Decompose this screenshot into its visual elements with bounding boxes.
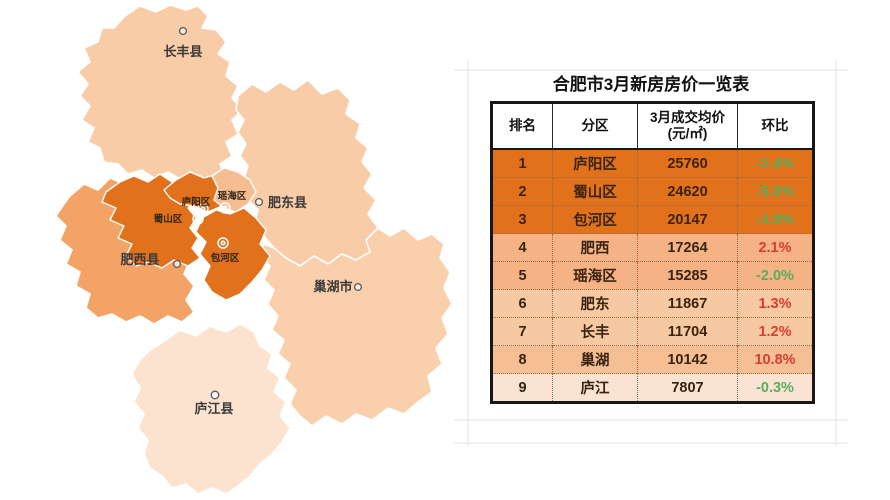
cell-mom: 1.2%	[737, 317, 814, 346]
map-label-feidong: 肥东县	[268, 195, 307, 210]
cell-rank: 9	[491, 373, 553, 403]
cell-district: 长丰	[552, 317, 638, 346]
map-label-baohe: 包河区	[210, 252, 240, 264]
header-price: 3月成交均价 (元/㎡)	[637, 102, 738, 150]
cell-mom: -2.4%	[737, 148, 814, 178]
table-row: 7 长丰 11704 1.2%	[491, 317, 814, 346]
cell-rank: 8	[491, 345, 553, 374]
table-row: 2 蜀山区 24620 -5.0%	[491, 177, 814, 206]
cell-district: 庐江	[552, 373, 638, 403]
header-price-line1: 3月成交均价	[649, 109, 725, 125]
bullseye-marker-luyang	[197, 203, 209, 215]
map-label-changfeng: 长丰县	[163, 44, 202, 59]
cell-district: 庐阳区	[552, 148, 638, 178]
seat-marker-feidong	[254, 197, 264, 207]
cell-mom: 10.8%	[737, 345, 814, 374]
cell-rank: 4	[491, 233, 553, 262]
cell-rank: 1	[491, 148, 553, 178]
cell-price: 15285	[637, 261, 738, 290]
cell-price: 20147	[637, 205, 738, 234]
seat-marker-changfeng	[178, 26, 188, 36]
cell-price: 24620	[637, 177, 738, 206]
map-label-luyang: 庐阳区	[182, 196, 211, 208]
table-header-row: 排名 分区 3月成交均价 (元/㎡) 环比	[491, 102, 814, 150]
cell-price: 7807	[637, 373, 738, 403]
region-chaohu	[259, 227, 453, 427]
price-table: 排名 分区 3月成交均价 (元/㎡) 环比 1 庐阳区 25760 -2.4% …	[490, 101, 815, 404]
cell-district: 蜀山区	[552, 177, 638, 206]
bullseye-marker-shushan	[192, 213, 204, 225]
table-row: 3 包河区 20147 -3.9%	[491, 205, 814, 234]
table-row: 4 肥西 17264 2.1%	[491, 233, 814, 262]
header-price-line2: (元/㎡)	[667, 126, 708, 141]
map-label-shushan: 蜀山区	[154, 213, 183, 225]
cell-mom: -0.3%	[737, 373, 814, 403]
cell-price: 25760	[637, 148, 738, 178]
cell-district: 包河区	[552, 205, 638, 234]
map-label-feixi: 肥西县	[120, 252, 159, 267]
seat-marker-feixi	[172, 259, 182, 269]
cell-rank: 3	[491, 205, 553, 234]
cell-price: 10142	[637, 345, 738, 374]
cell-mom: -5.0%	[737, 177, 814, 206]
cell-district: 巢湖	[552, 345, 638, 374]
cell-district: 肥东	[552, 289, 638, 318]
cell-price: 11867	[637, 289, 738, 318]
seat-marker-lujiang	[210, 390, 220, 400]
region-yaohai	[211, 167, 257, 213]
bullseye-marker-baohe	[217, 237, 229, 249]
region-changfeng	[77, 4, 243, 181]
table-row: 6 肥东 11867 1.3%	[491, 289, 814, 318]
cell-mom: 2.1%	[737, 233, 814, 262]
cell-price: 11704	[637, 317, 738, 346]
cell-district: 瑶海区	[552, 261, 638, 290]
cell-district: 肥西	[552, 233, 638, 262]
table-row: 1 庐阳区 25760 -2.4%	[491, 148, 814, 178]
cell-mom: 1.3%	[737, 289, 814, 318]
cell-price: 17264	[637, 233, 738, 262]
region-baohe	[195, 207, 271, 301]
cell-rank: 5	[491, 261, 553, 290]
header-rank: 排名	[491, 102, 553, 150]
map-label-yaohai: 瑶海区	[218, 190, 247, 202]
header-district: 分区	[552, 102, 638, 150]
cell-rank: 7	[491, 317, 553, 346]
table-row: 8 巢湖 10142 10.8%	[491, 345, 814, 374]
table-title: 合肥市3月新房房价一览表	[552, 75, 750, 94]
cell-mom: -2.0%	[737, 261, 814, 290]
bullseye-marker-yaohai	[219, 202, 231, 214]
header-mom: 环比	[737, 102, 814, 150]
cell-mom: -3.9%	[737, 205, 814, 234]
map-label-lujiang: 庐江县	[194, 401, 233, 416]
table-row: 9 庐江 7807 -0.3%	[491, 373, 814, 403]
cell-rank: 2	[491, 177, 553, 206]
seat-marker-chaohu	[353, 282, 363, 292]
table-row: 5 瑶海区 15285 -2.0%	[491, 261, 814, 290]
cell-rank: 6	[491, 289, 553, 318]
map-label-chaohu: 巢湖市	[312, 279, 352, 294]
region-lujiang	[131, 323, 291, 495]
